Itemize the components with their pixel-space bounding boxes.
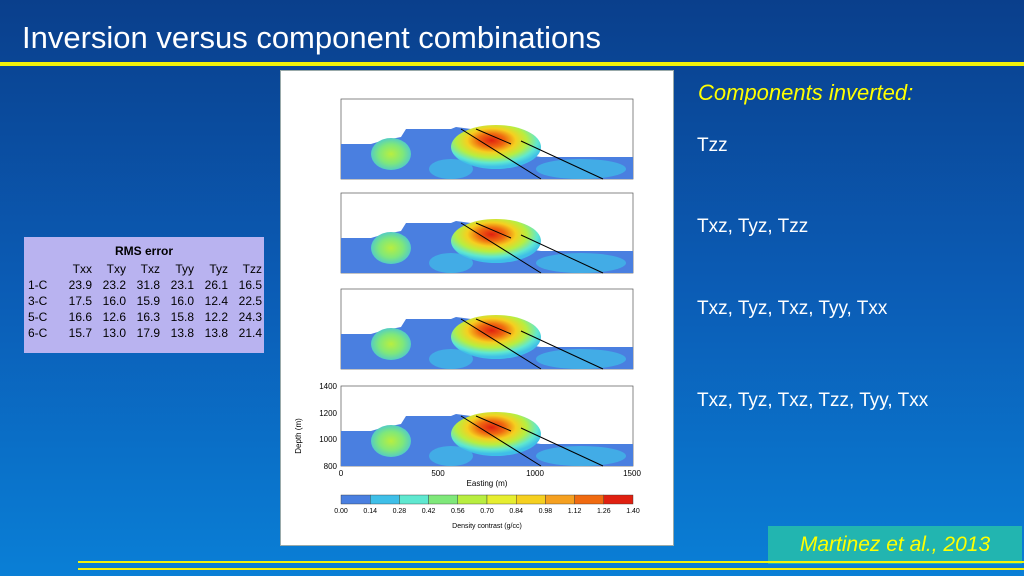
rms-value: 13.0 — [102, 326, 126, 340]
colorbar-swatch — [603, 494, 634, 505]
component-item-3: Txz, Tyz, Txz, Tyy, Txx — [697, 298, 888, 319]
y-axis-label: Depth (m) — [294, 418, 303, 454]
y-tick-label: 1400 — [319, 382, 337, 391]
rms-value: 23.1 — [170, 278, 194, 292]
colorbar-tick-label: 1.26 — [597, 508, 611, 515]
x-axis-label: Easting (m) — [467, 479, 508, 488]
section-panel-4 — [340, 385, 634, 467]
colorbar-tick-label: 0.14 — [363, 508, 377, 515]
colorbar-swatch — [457, 494, 488, 505]
rms-value: 16.0 — [170, 294, 194, 308]
rms-value: 16.6 — [68, 310, 92, 324]
colorbar-tick-label: 0.70 — [480, 508, 494, 515]
footer-rule-top — [78, 561, 1024, 563]
colorbar-swatch — [545, 494, 575, 505]
rms-header-cell: Tyz — [209, 262, 228, 276]
rms-value: 16.5 — [238, 278, 262, 292]
colorbar-tick-label: 1.40 — [626, 508, 640, 515]
rms-row-label: 5-C — [28, 310, 48, 324]
title-underline — [0, 62, 1024, 66]
rms-header-cell: Tzz — [242, 262, 262, 276]
colorbar-tick-label: 0.42 — [422, 508, 436, 515]
rms-header-cell: Txx — [72, 262, 92, 276]
colorbar-swatch — [399, 494, 429, 505]
colorbar-tick-label: 0.98 — [539, 508, 553, 515]
colorbar: 0.00 0.14 0.28 0.42 0.56 0.70 0.84 0.98 1.12 1.26… — [334, 494, 640, 515]
rms-value: 12.4 — [204, 294, 228, 308]
colorbar-swatch — [486, 494, 517, 505]
footer-rule-bottom — [78, 568, 1024, 570]
x-tick-label: 1000 — [526, 469, 544, 478]
colorbar-tick-label: 0.84 — [509, 508, 523, 515]
colorbar-swatch — [369, 494, 400, 505]
y-tick-label: 1200 — [319, 409, 337, 418]
inversion-figure-svg: Depth (m) 1400 1200 1000 800 0 500 1000 … — [294, 98, 641, 530]
x-tick-label: 0 — [339, 469, 344, 478]
rms-value: 26.1 — [204, 278, 228, 292]
section-panel-1 — [340, 98, 634, 180]
rms-header-cell: Txy — [106, 262, 126, 276]
rms-value: 13.8 — [204, 326, 228, 340]
rms-row-label: 3-C — [28, 294, 48, 308]
page-title: Inversion versus component combinations — [22, 20, 601, 55]
rms-table-title: RMS error — [114, 244, 173, 258]
colorbar-tick-label: 1.12 — [568, 508, 582, 515]
rms-value: 15.9 — [136, 294, 160, 308]
rms-value: 12.2 — [204, 310, 228, 324]
section-panel-2 — [340, 192, 634, 274]
colorbar-swatch — [428, 494, 459, 505]
rms-value: 17.9 — [136, 326, 160, 340]
colorbar-tick-label: 0.56 — [451, 508, 465, 515]
rms-value: 24.3 — [238, 310, 262, 324]
rms-row-label: 1-C — [28, 278, 48, 292]
rms-value: 22.5 — [238, 294, 262, 308]
colorbar-swatch — [340, 494, 371, 505]
colorbar-label: Density contrast (g/cc) — [452, 523, 522, 530]
colorbar-tick-label: 0.00 — [334, 508, 348, 515]
components-heading: Components inverted: — [698, 80, 914, 105]
rms-value: 17.5 — [68, 294, 92, 308]
rms-error-table: RMS error Txx Txy Txz Tyy Tyz Tzz 1-C 23… — [24, 237, 264, 353]
y-tick-label: 800 — [324, 462, 338, 471]
y-tick-label: 1000 — [319, 435, 337, 444]
x-tick-label: 500 — [431, 469, 445, 478]
rms-header-cell: Txz — [140, 262, 160, 276]
colorbar-tick-label: 0.28 — [393, 508, 407, 515]
colorbar-swatch — [574, 494, 605, 505]
component-item-2: Txz, Tyz, Tzz — [697, 216, 809, 237]
x-tick-label: 1500 — [623, 469, 641, 478]
rms-value: 15.7 — [68, 326, 92, 340]
rms-header-cell: Tyy — [175, 262, 194, 276]
rms-value: 16.3 — [136, 310, 160, 324]
rms-value: 16.0 — [102, 294, 126, 308]
component-item-4: Txz, Tyz, Txz, Tzz, Tyy, Txx — [697, 390, 929, 411]
citation-badge: Martinez et al., 2013 — [768, 526, 1022, 564]
rms-row-label: 6-C — [28, 326, 48, 340]
inversion-figure: Depth (m) 1400 1200 1000 800 0 500 1000 … — [280, 70, 674, 546]
rms-value: 21.4 — [238, 326, 262, 340]
rms-value: 13.8 — [170, 326, 194, 340]
section-panel-3 — [340, 288, 634, 370]
rms-value: 31.8 — [136, 278, 160, 292]
rms-value: 23.9 — [68, 278, 92, 292]
colorbar-swatch — [515, 494, 546, 505]
component-item-1: Tzz — [697, 135, 728, 156]
rms-value: 15.8 — [170, 310, 194, 324]
rms-value: 23.2 — [102, 278, 126, 292]
rms-value: 12.6 — [102, 310, 126, 324]
